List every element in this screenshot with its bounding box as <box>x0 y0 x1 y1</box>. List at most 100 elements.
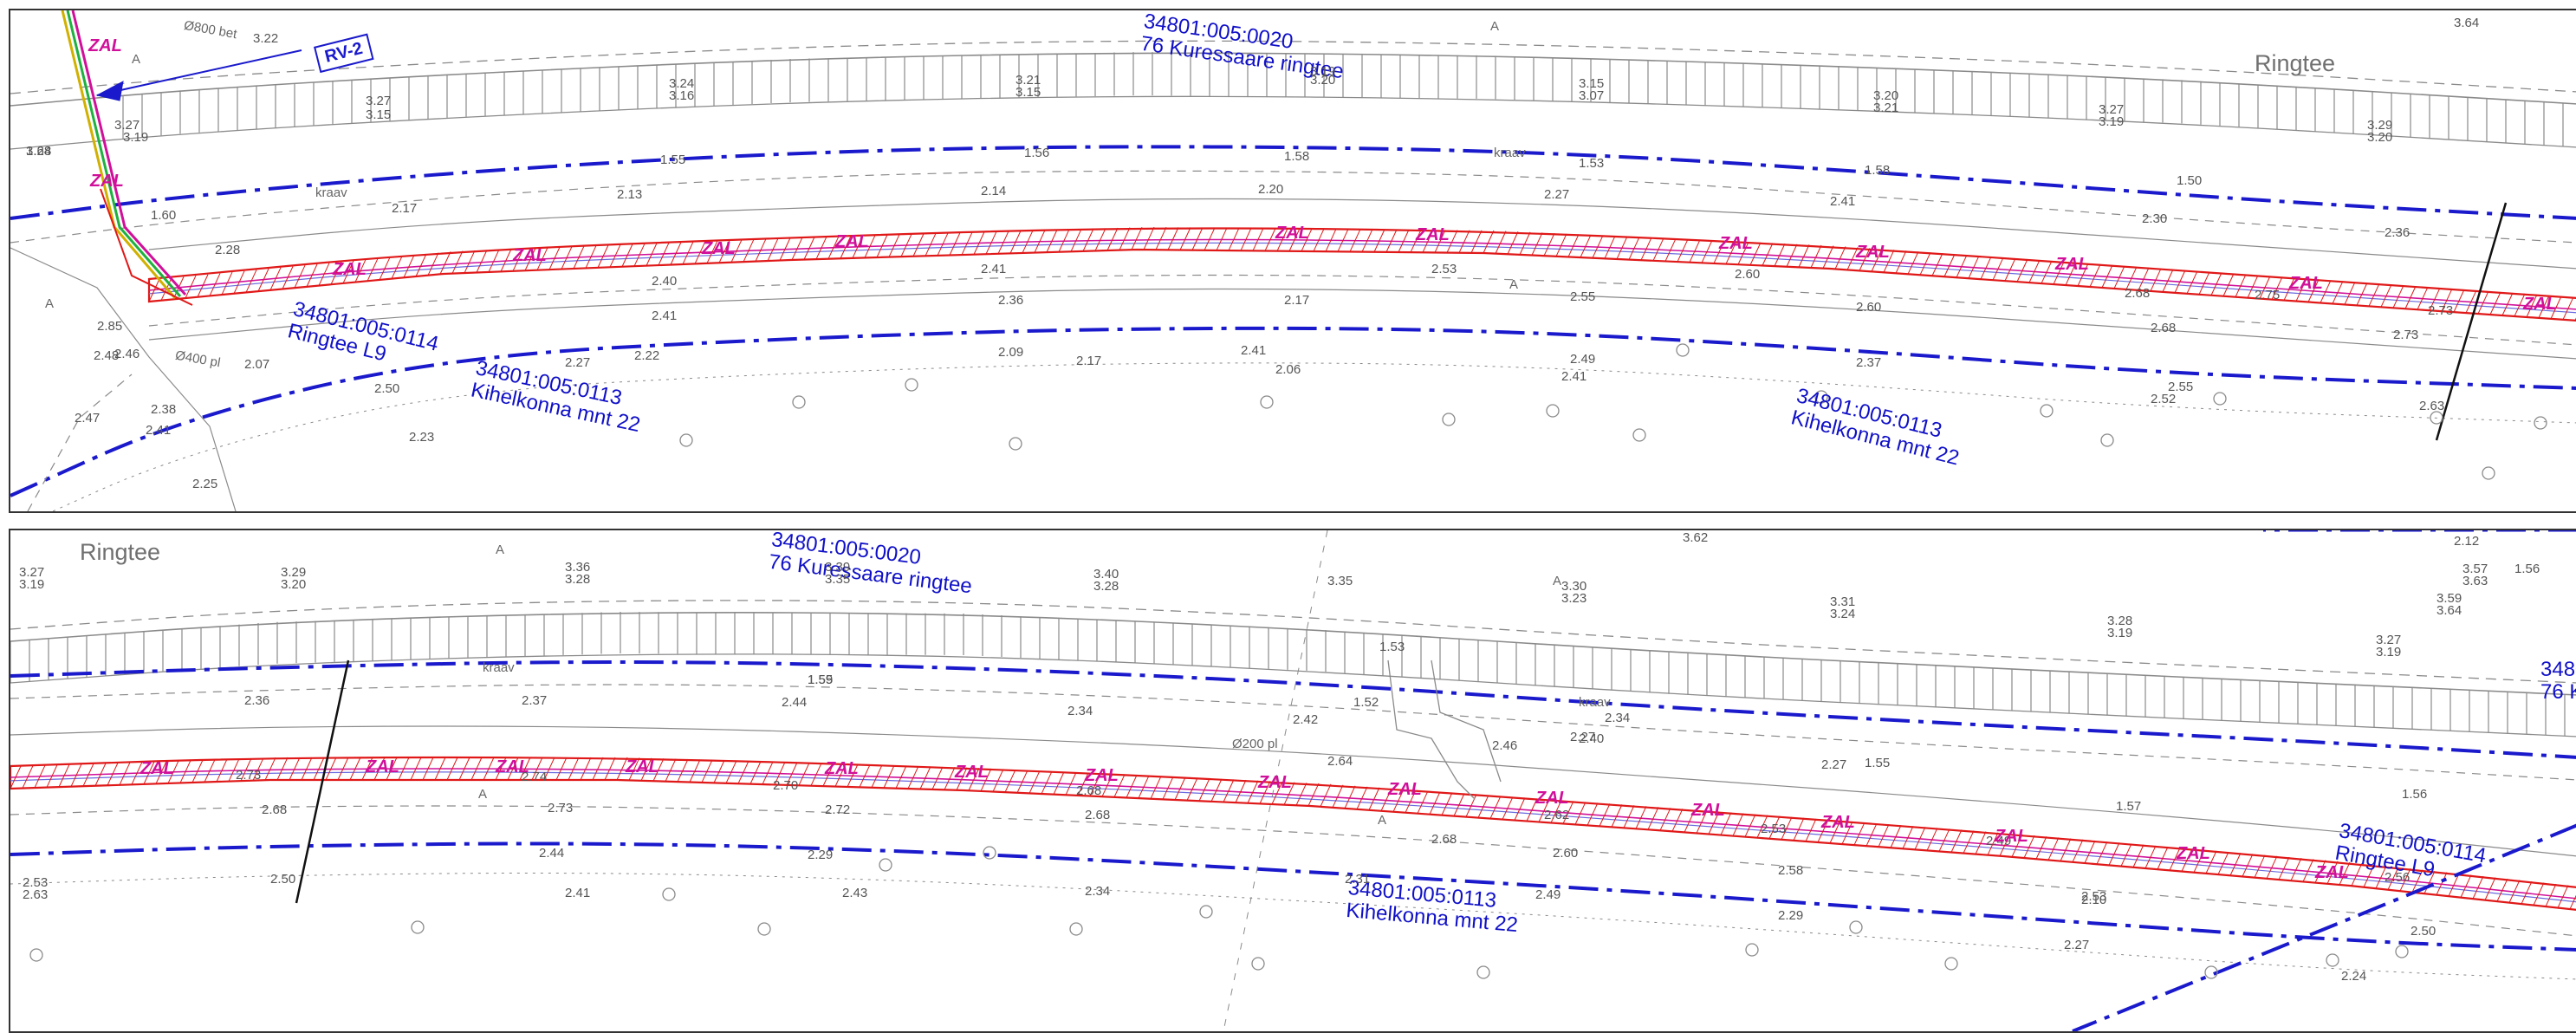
tree-symbol <box>905 378 918 392</box>
elevation-label: 2.47 <box>75 411 101 426</box>
elevation-label: 3.19 <box>2099 114 2125 129</box>
side-road-edge <box>10 247 237 511</box>
elevation-label: 2.37 <box>1856 355 1882 370</box>
tree-symbol <box>411 920 425 934</box>
label-area-a: A <box>132 52 141 67</box>
elevation-label: 2.68 <box>1076 783 1102 798</box>
elevation-label: 3.35 <box>825 572 851 587</box>
elevation-label: 3.21 <box>1873 101 1899 115</box>
elevation-label: 2.17 <box>392 201 418 216</box>
zone-label: ZAL <box>1535 789 1569 808</box>
elevation-label: 1.64 <box>26 144 52 159</box>
zone-label: ZAL <box>1995 827 2028 846</box>
elevation-label: 2.74 <box>522 770 548 784</box>
elevation-label: 3.27 <box>2376 633 2402 647</box>
elevation-label: 2.49 <box>1570 352 1596 367</box>
elevation-label: 2.68 <box>1431 832 1457 847</box>
parcel-label-ringtee-road-edge: 34801:005:0020 76 Kuressaare ringtee <box>2540 659 2576 704</box>
zone-centerline <box>148 238 2576 310</box>
elevation-label: 2.56 <box>2385 870 2411 885</box>
elevation-label: 2.13 <box>617 187 643 202</box>
marker-arrow <box>96 49 302 96</box>
elevation-label: 2.27 <box>1544 187 1570 202</box>
elevation-label: 2.20 <box>1258 182 1284 197</box>
utility-line-magenta <box>71 10 187 296</box>
elevation-label: 2.52 <box>2151 392 2177 406</box>
elevation-label: 2.28 <box>215 243 241 257</box>
elevation-label: 2.53 <box>2081 889 2107 904</box>
tree-symbol <box>1944 957 1958 971</box>
tree-symbol <box>1814 390 1828 404</box>
elevation-label: 2.40 <box>652 274 678 289</box>
elevation-label: 2.31 <box>1345 872 1371 887</box>
zone-label: ZAL <box>2315 863 2349 882</box>
zone-label: ZAL <box>2289 274 2323 293</box>
elevation-label: 2.63 <box>23 887 49 902</box>
elevation-label: 3.20 <box>2367 130 2393 145</box>
elevation-label: 2.53 <box>23 875 49 890</box>
elevation-label: 2.09 <box>998 345 1024 360</box>
elevation-label: 2.29 <box>808 848 834 862</box>
elevation-label: 3.23 <box>1561 591 1587 606</box>
elevation-label: 2.46 <box>1492 738 1518 753</box>
elevation-label: 1.57 <box>2116 799 2142 814</box>
elevation-label: 2.85 <box>97 319 123 334</box>
tree-symbols-bottom <box>29 846 2409 979</box>
road-edge <box>10 612 2576 696</box>
elevation-label: 2.27 <box>1570 730 1596 744</box>
elevation-label: 2.17 <box>1284 293 1310 308</box>
road-edge-inner <box>10 725 2576 857</box>
elevation-label: 1.59 <box>808 672 834 687</box>
map-canvas-bottom <box>10 530 2576 1031</box>
elevation-label: 2.44 <box>782 695 808 710</box>
elevation-label: 3.29 <box>281 565 307 580</box>
zone-label: ZAL <box>2055 255 2089 274</box>
elevation-label: 3.64 <box>2436 603 2462 618</box>
elevation-label: 2.37 <box>522 693 548 708</box>
elevation-label: 2.55 <box>1570 289 1596 304</box>
label-kraav: kraav <box>483 660 515 675</box>
road-edge-dashed <box>10 600 2576 684</box>
elevation-label: 3.64 <box>2454 16 2480 30</box>
parcel-id: 34801:005:0020 <box>2540 658 2576 681</box>
elevation-label: 3.19 <box>123 130 149 145</box>
elevation-label: 3.62 <box>1683 530 1709 545</box>
elevation-label: 2.34 <box>1067 704 1093 718</box>
zone-label: ZAL <box>496 757 529 776</box>
zone-label: ZAL <box>2523 295 2557 314</box>
elevation-label: 2.14 <box>981 184 1007 198</box>
elevation-label: 3.15 <box>1579 76 1605 91</box>
elevation-label: 2.53 <box>1431 262 1457 276</box>
elevation-label: 3.22 <box>253 31 279 46</box>
zone-label: ZAL <box>333 260 367 279</box>
elevation-label: 2.50 <box>270 872 296 887</box>
elevation-label: 3.63 <box>2462 574 2488 588</box>
road-edge-inner <box>148 198 2576 270</box>
elevation-label: 3.36 <box>565 560 591 575</box>
tree-symbol <box>879 858 892 872</box>
elevation-label: 1.60 <box>151 208 177 223</box>
elevation-label: 3.19 <box>2107 626 2133 640</box>
elevation-label: 2.64 <box>1327 754 1353 769</box>
elevation-label: 2.49 <box>1535 887 1561 902</box>
label-kraav: kraav <box>315 185 347 200</box>
zone-label: ZAL <box>513 246 547 265</box>
elevation-label: 2.60 <box>1553 846 1579 861</box>
elevation-label: 2.68 <box>2151 321 2177 335</box>
elevation-label: 2.73 <box>236 768 262 783</box>
elevation-label: 2.42 <box>1293 712 1319 727</box>
tick-marks <box>122 52 2564 146</box>
zone-label: ZAL <box>825 759 859 778</box>
elevation-label: 2.30 <box>2142 211 2168 226</box>
tree-symbol <box>2213 392 2227 406</box>
property-dotted <box>10 873 2576 980</box>
elevation-label: 2.58 <box>1778 863 1804 878</box>
label-pipe-200: Ø200 pl <box>1232 737 1278 751</box>
tree-symbol <box>1442 413 1456 426</box>
zone-label: ZAL <box>1416 225 1450 244</box>
elevation-label: 1.52 <box>1353 695 1379 710</box>
elevation-label: 2.49 <box>1986 834 2012 848</box>
parcel-boundary-south <box>10 841 2576 952</box>
map-panel-top: Ringtee 34801:005:0020 76 Kuressaare rin… <box>9 9 2576 513</box>
elevation-label: 2.41 <box>981 262 1007 276</box>
